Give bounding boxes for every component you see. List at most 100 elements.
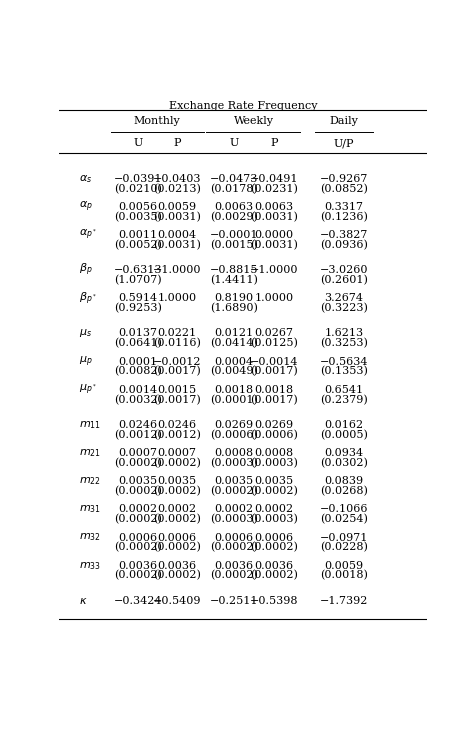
Text: 1.6213: 1.6213 [324, 329, 364, 339]
Text: (0.0002): (0.0002) [210, 486, 258, 496]
Text: (0.1353): (0.1353) [320, 366, 368, 377]
Text: U: U [134, 138, 143, 149]
Text: 0.0006: 0.0006 [255, 532, 294, 543]
Text: −3.0260: −3.0260 [319, 265, 368, 275]
Text: $m_{21}$: $m_{21}$ [80, 447, 101, 459]
Text: −0.1066: −0.1066 [319, 504, 368, 514]
Text: 0.0121: 0.0121 [214, 329, 253, 339]
Text: (0.0006): (0.0006) [210, 430, 258, 440]
Text: −0.0971: −0.0971 [320, 532, 368, 543]
Text: $\alpha_s$: $\alpha_s$ [80, 173, 92, 185]
Text: (0.0012): (0.0012) [153, 430, 201, 440]
Text: (0.0006): (0.0006) [250, 430, 298, 440]
Text: (0.0254): (0.0254) [320, 514, 368, 524]
Text: (0.0003): (0.0003) [250, 458, 298, 468]
Text: 0.0008: 0.0008 [255, 448, 294, 458]
Text: Daily: Daily [329, 115, 358, 126]
Text: 0.0004: 0.0004 [214, 357, 253, 366]
Text: 0.0036: 0.0036 [118, 561, 158, 571]
Text: −0.0001: −0.0001 [210, 230, 258, 240]
Text: (0.0017): (0.0017) [153, 394, 201, 405]
Text: 0.0014: 0.0014 [118, 385, 158, 395]
Text: 0.0018: 0.0018 [214, 385, 253, 395]
Text: (0.0003): (0.0003) [250, 514, 298, 524]
Text: 0.6541: 0.6541 [324, 385, 364, 395]
Text: (0.0228): (0.0228) [320, 542, 368, 553]
Text: (0.0015): (0.0015) [210, 240, 258, 250]
Text: (0.0031): (0.0031) [153, 212, 201, 222]
Text: −0.0473: −0.0473 [210, 173, 258, 184]
Text: 0.0035: 0.0035 [255, 477, 294, 486]
Text: 0.0036: 0.0036 [255, 561, 294, 571]
Text: $m_{32}$: $m_{32}$ [80, 532, 101, 544]
Text: 0.0036: 0.0036 [157, 561, 196, 571]
Text: (0.0032): (0.0032) [114, 394, 162, 405]
Text: $\alpha_{p^*}$: $\alpha_{p^*}$ [80, 228, 98, 242]
Text: (0.0035): (0.0035) [114, 212, 162, 222]
Text: (0.0213): (0.0213) [153, 183, 201, 194]
Text: (0.0002): (0.0002) [153, 542, 201, 553]
Text: (0.0231): (0.0231) [250, 183, 298, 194]
Text: (0.0302): (0.0302) [320, 458, 368, 468]
Text: (0.0001): (0.0001) [210, 394, 258, 405]
Text: −1.7392: −1.7392 [320, 596, 368, 605]
Text: 0.0006: 0.0006 [157, 532, 196, 543]
Text: 0.5914: 0.5914 [118, 293, 158, 303]
Text: (0.0031): (0.0031) [153, 240, 201, 250]
Text: (0.0002): (0.0002) [250, 486, 298, 496]
Text: −0.6313: −0.6313 [114, 265, 163, 275]
Text: 0.0162: 0.0162 [324, 420, 364, 430]
Text: (0.0031): (0.0031) [250, 212, 298, 222]
Text: $m_{22}$: $m_{22}$ [80, 475, 101, 487]
Text: −0.8815: −0.8815 [210, 265, 258, 275]
Text: −0.0491: −0.0491 [250, 173, 299, 184]
Text: 0.0007: 0.0007 [157, 448, 196, 458]
Text: 0.0036: 0.0036 [214, 561, 253, 571]
Text: (0.0002): (0.0002) [210, 542, 258, 553]
Text: (0.0268): (0.0268) [320, 486, 368, 496]
Text: (0.3253): (0.3253) [320, 338, 368, 348]
Text: $\mu_{p^*}$: $\mu_{p^*}$ [80, 382, 98, 397]
Text: 0.0002: 0.0002 [255, 504, 294, 514]
Text: 0.0267: 0.0267 [255, 329, 294, 339]
Text: U: U [229, 138, 238, 149]
Text: 3.2674: 3.2674 [324, 293, 364, 303]
Text: P: P [173, 138, 181, 149]
Text: 0.0269: 0.0269 [214, 420, 253, 430]
Text: 0.0015: 0.0015 [157, 385, 196, 395]
Text: 0.0002: 0.0002 [214, 504, 253, 514]
Text: (0.0002): (0.0002) [153, 486, 201, 496]
Text: 0.0002: 0.0002 [157, 504, 196, 514]
Text: (0.0002): (0.0002) [153, 458, 201, 468]
Text: $\beta_{p^*}$: $\beta_{p^*}$ [80, 290, 98, 307]
Text: 0.0001: 0.0001 [118, 357, 158, 366]
Text: 1.0000: 1.0000 [157, 293, 196, 303]
Text: (0.0082): (0.0082) [114, 366, 162, 377]
Text: 0.8190: 0.8190 [214, 293, 253, 303]
Text: (0.0018): (0.0018) [320, 570, 368, 581]
Text: −1.0000: −1.0000 [250, 265, 299, 275]
Text: (0.0852): (0.0852) [320, 183, 368, 194]
Text: (0.0049): (0.0049) [210, 366, 258, 377]
Text: 0.0035: 0.0035 [214, 477, 253, 486]
Text: 0.0246: 0.0246 [157, 420, 196, 430]
Text: (0.0002): (0.0002) [114, 570, 162, 581]
Text: (0.0414): (0.0414) [210, 338, 258, 348]
Text: (0.0002): (0.0002) [114, 514, 162, 524]
Text: $m_{31}$: $m_{31}$ [80, 504, 101, 515]
Text: 0.0035: 0.0035 [157, 477, 196, 486]
Text: (0.0003): (0.0003) [210, 458, 258, 468]
Text: 0.0137: 0.0137 [118, 329, 158, 339]
Text: (0.0017): (0.0017) [153, 366, 201, 377]
Text: −0.0014: −0.0014 [250, 357, 299, 366]
Text: (0.2379): (0.2379) [320, 394, 368, 405]
Text: 0.0934: 0.0934 [324, 448, 364, 458]
Text: (0.0031): (0.0031) [250, 240, 298, 250]
Text: (0.1236): (0.1236) [320, 212, 368, 222]
Text: −0.3424: −0.3424 [114, 596, 163, 605]
Text: (0.0005): (0.0005) [320, 430, 368, 440]
Text: −0.0403: −0.0403 [153, 173, 201, 184]
Text: 0.0002: 0.0002 [118, 504, 158, 514]
Text: −0.5398: −0.5398 [250, 596, 299, 605]
Text: 0.0000: 0.0000 [255, 230, 294, 240]
